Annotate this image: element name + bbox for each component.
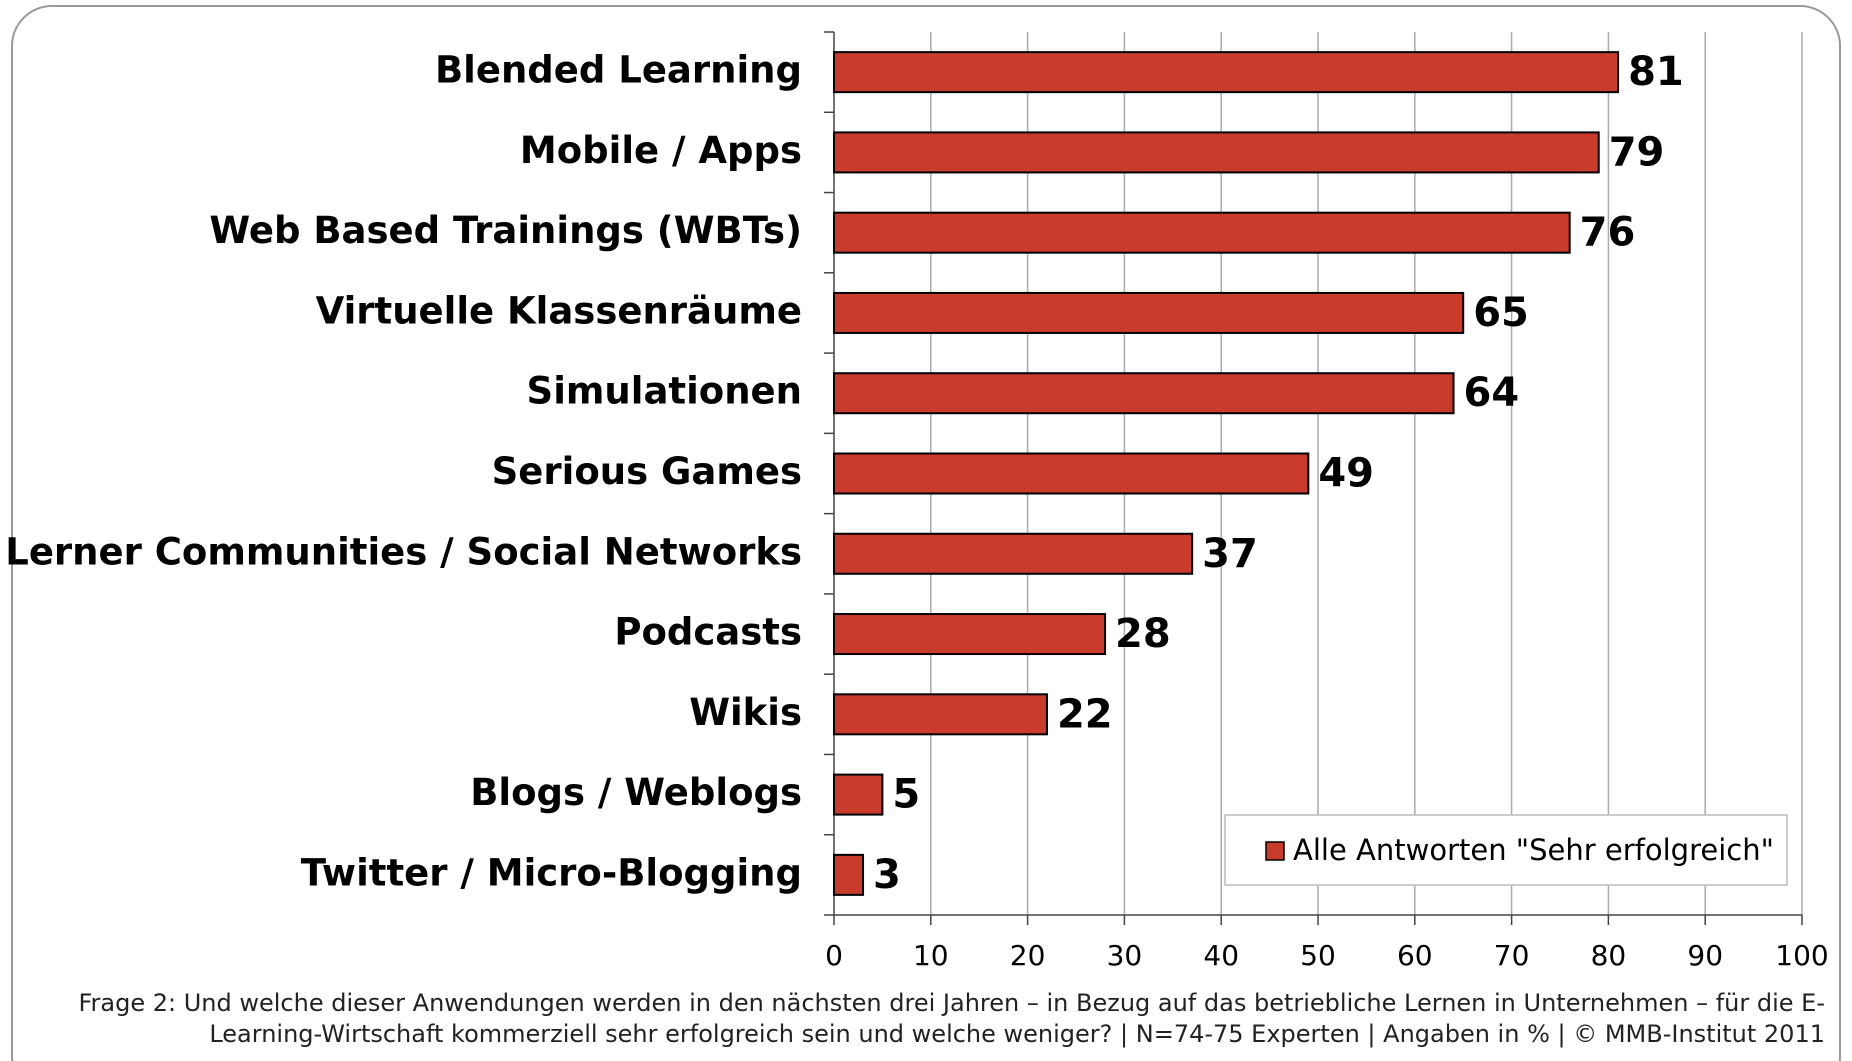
bar: [833, 853, 865, 896]
data-label: 3: [873, 852, 901, 898]
data-label: 37: [1202, 531, 1258, 577]
data-label: 65: [1473, 290, 1529, 336]
y-tick-label: Wikis: [689, 691, 802, 734]
x-tick-label: 0: [825, 939, 843, 972]
data-label: 81: [1628, 49, 1684, 95]
bar: [833, 532, 1194, 575]
legend-swatch: [1265, 841, 1285, 861]
y-tick-label: Web Based Trainings (WBTs): [209, 209, 802, 252]
x-tick-label: 10: [913, 939, 949, 972]
data-label: 79: [1609, 129, 1665, 175]
y-tick-label: Blogs / Weblogs: [470, 771, 802, 814]
bar: [833, 452, 1310, 495]
x-tick-label: 20: [1010, 939, 1046, 972]
footnote: Learning-Wirtschaft kommerziell sehr erf…: [209, 1020, 1825, 1048]
frame: [11, 5, 1841, 1061]
y-tick-label: Lerner Communities / Social Networks: [5, 530, 802, 573]
x-tick-label: 80: [1591, 939, 1627, 972]
x-tick-label: 90: [1687, 939, 1723, 972]
bar: [833, 773, 884, 816]
bar: [833, 131, 1600, 174]
y-tick-label: Twitter / Micro-Blogging: [301, 851, 802, 894]
bar: [833, 372, 1455, 415]
footnote: Frage 2: Und welche dieser Anwendungen w…: [78, 989, 1825, 1017]
bar: [833, 613, 1107, 656]
x-tick-label: 100: [1775, 939, 1828, 972]
x-tick-label: 40: [1203, 939, 1239, 972]
legend-label: Alle Antworten "Sehr erfolgreich": [1293, 833, 1774, 867]
x-tick-label: 50: [1300, 939, 1336, 972]
data-label: 22: [1057, 691, 1113, 737]
data-label: 64: [1464, 370, 1520, 416]
data-label: 76: [1580, 210, 1636, 256]
y-tick-label: Virtuelle Klassenräume: [316, 289, 802, 332]
data-label: 28: [1115, 611, 1171, 657]
bar: [833, 211, 1571, 254]
bar: [833, 51, 1620, 94]
legend-box: [1224, 814, 1788, 886]
data-label: 49: [1318, 451, 1374, 497]
y-tick-label: Serious Games: [492, 450, 802, 493]
y-tick-label: Blended Learning: [435, 49, 802, 92]
data-label: 5: [892, 772, 920, 818]
y-tick-label: Simulationen: [527, 370, 802, 413]
bar: [833, 693, 1048, 736]
x-tick-label: 30: [1107, 939, 1143, 972]
x-tick-label: 70: [1494, 939, 1530, 972]
y-tick-label: Mobile / Apps: [520, 129, 802, 172]
x-tick-label: 60: [1397, 939, 1433, 972]
bar: [833, 291, 1465, 334]
y-tick-label: Podcasts: [614, 611, 802, 654]
